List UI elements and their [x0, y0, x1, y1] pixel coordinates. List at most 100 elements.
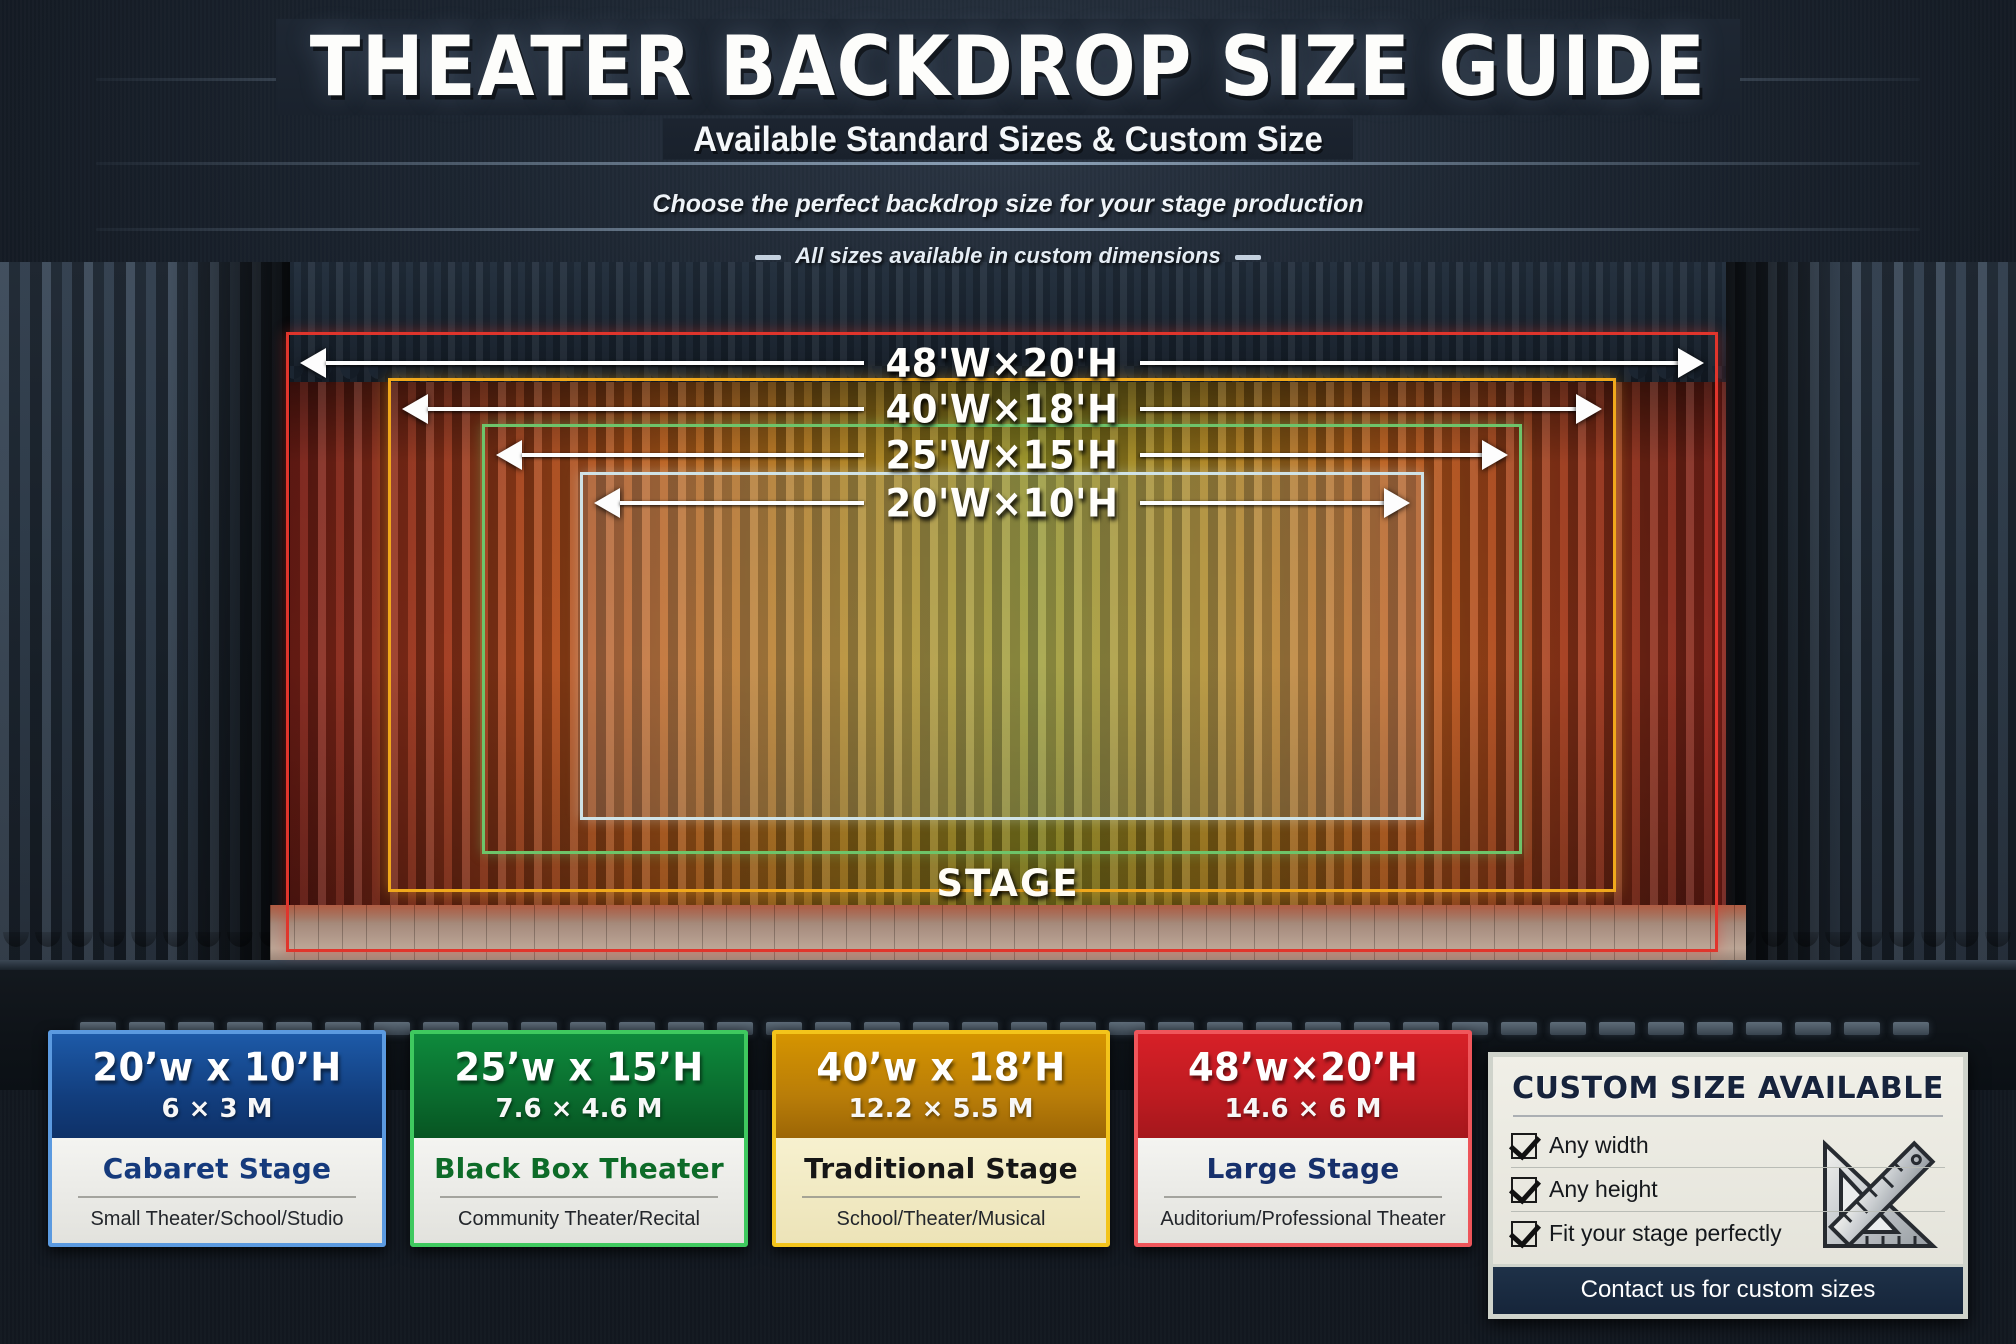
arrow-left-icon: [402, 394, 428, 424]
feature-any-width: Any width: [1511, 1127, 1945, 1164]
dimension-row-20x10: 20'W×10'H: [594, 480, 1411, 526]
footlight-icon: [1550, 1022, 1586, 1035]
size-card-cabaret[interactable]: 20’w x 10’H 6 × 3 M Cabaret Stage Small …: [48, 1030, 386, 1247]
header-divider-bottom: [96, 228, 1920, 231]
feature-any-height: Any height: [1511, 1171, 1945, 1208]
dimension-row-48x20: 48'W×20'H: [300, 340, 1705, 386]
side-curtain-left-shadow: [170, 262, 290, 962]
side-curtain-right: [1726, 262, 2016, 962]
page-subtitle-wrap: Available Standard Sizes & Custom Size: [0, 118, 2016, 160]
footlight-icon: [1501, 1022, 1537, 1035]
card-size-label: 40’w x 18’H: [816, 1044, 1066, 1091]
card-divider: [78, 1196, 356, 1198]
page-tagline: Choose the perfect backdrop size for you…: [652, 190, 1364, 218]
arrow-left-icon: [594, 488, 620, 518]
size-card-black-box[interactable]: 25’w x 15’H 7.6 × 4.6 M Black Box Theate…: [410, 1030, 748, 1247]
stage-floor: [270, 905, 1746, 967]
card-size-label: 25’w x 15’H: [454, 1044, 704, 1091]
custom-panel-divider: [1513, 1115, 1943, 1117]
card-body: Black Box Theater Community Theater/Reci…: [414, 1138, 744, 1243]
header-divider-middle: [96, 162, 1920, 165]
arrow-line-right: [1140, 361, 1679, 365]
card-title: Cabaret Stage: [102, 1152, 332, 1185]
ruler-set-square-icon: [1823, 1139, 1939, 1249]
dimension-label-48x20: 48'W×20'H: [885, 340, 1119, 386]
size-card-traditional[interactable]: 40’w x 18’H 12.2 × 5.5 M Traditional Sta…: [772, 1030, 1110, 1247]
footlight-icon: [1795, 1022, 1831, 1035]
feature-label: Any height: [1549, 1176, 1658, 1202]
footlight-icon: [1648, 1022, 1684, 1035]
checkbox-checked-icon: [1511, 1220, 1537, 1247]
card-size-label: 20’w x 10’H: [92, 1044, 342, 1091]
card-usage: Auditorium/Professional Theater: [1160, 1208, 1446, 1230]
arrow-right-icon: [1384, 488, 1411, 518]
floor-glow: [270, 905, 1746, 923]
card-divider: [440, 1196, 718, 1198]
card-body: Cabaret Stage Small Theater/School/Studi…: [52, 1138, 382, 1243]
arrow-line-right: [1140, 407, 1577, 411]
card-metric-label: 12.2 × 5.5 M: [848, 1094, 1034, 1124]
card-body: Traditional Stage School/Theater/Musical: [776, 1138, 1106, 1243]
dimension-label-25x15: 25'W×15'H: [885, 432, 1119, 478]
side-curtain-left: [0, 262, 290, 962]
card-size-label: 48’w×20’H: [1188, 1044, 1418, 1091]
custom-panel-features: Any width Any height Fit your stage perf…: [1511, 1127, 1945, 1252]
arrow-left-icon: [300, 348, 326, 378]
feature-label: Any width: [1549, 1132, 1649, 1158]
arrow-line-left: [522, 453, 864, 457]
feature-label: Fit your stage perfectly: [1549, 1220, 1782, 1246]
arrow-line-left: [428, 407, 864, 411]
arrow-line-right: [1140, 501, 1385, 505]
card-metric-label: 7.6 × 4.6 M: [495, 1094, 663, 1124]
header: THEATER BACKDROP SIZE GUIDE Available St…: [0, 0, 2016, 280]
arrow-right-icon: [1482, 440, 1509, 470]
card-usage: Community Theater/Recital: [458, 1208, 700, 1230]
card-metric-label: 14.6 × 6 M: [1224, 1094, 1382, 1124]
card-body: Large Stage Auditorium/Professional Thea…: [1138, 1138, 1468, 1243]
back-curtain: [282, 328, 1734, 940]
page-title: THEATER BACKDROP SIZE GUIDE: [275, 18, 1741, 116]
card-header: 20’w x 10’H 6 × 3 M: [52, 1034, 382, 1138]
card-title: Large Stage: [1206, 1152, 1400, 1185]
card-header: 25’w x 15’H 7.6 × 4.6 M: [414, 1034, 744, 1138]
size-cards: 20’w x 10’H 6 × 3 M Cabaret Stage Small …: [48, 1030, 1472, 1247]
dimension-label-40x18: 40'W×18'H: [885, 386, 1119, 432]
apron-edge: [0, 960, 2016, 970]
custom-panel-body: CUSTOM SIZE AVAILABLE: [1493, 1057, 1963, 1264]
side-curtain-right-shadow: [1726, 262, 1846, 962]
custom-size-panel[interactable]: CUSTOM SIZE AVAILABLE: [1488, 1052, 1968, 1319]
footlight-icon: [1746, 1022, 1782, 1035]
dimension-label-20x10: 20'W×10'H: [885, 480, 1119, 526]
dimension-row-25x15: 25'W×15'H: [496, 432, 1509, 478]
footlight-icon: [1844, 1022, 1880, 1035]
feature-divider: [1511, 1211, 1945, 1212]
card-divider: [802, 1196, 1080, 1198]
footlight-icon: [1599, 1022, 1635, 1035]
contact-bar[interactable]: Contact us for custom sizes: [1493, 1264, 1963, 1314]
checkbox-checked-icon: [1511, 1176, 1537, 1203]
arrow-line-left: [620, 501, 864, 505]
arrow-left-icon: [496, 440, 522, 470]
stage-label: STAGE: [936, 862, 1080, 905]
arrow-line-right: [1140, 453, 1483, 457]
arrow-right-icon: [1576, 394, 1603, 424]
card-metric-label: 6 × 3 M: [161, 1094, 273, 1124]
card-header: 48’w×20’H 14.6 × 6 M: [1138, 1034, 1468, 1138]
arrow-right-icon: [1678, 348, 1705, 378]
page-subtitle: Available Standard Sizes & Custom Size: [663, 118, 1353, 160]
card-header: 40’w x 18’H 12.2 × 5.5 M: [776, 1034, 1106, 1138]
stage-opening: [270, 300, 1746, 940]
card-divider: [1164, 1196, 1442, 1198]
custom-dimensions-note: All sizes available in custom dimensions: [0, 243, 2016, 269]
custom-dimensions-text: All sizes available in custom dimensions: [795, 243, 1221, 268]
feature-divider: [1511, 1167, 1945, 1168]
size-card-large[interactable]: 48’w×20’H 14.6 × 6 M Large Stage Auditor…: [1134, 1030, 1472, 1247]
feature-fit-stage: Fit your stage perfectly: [1511, 1215, 1945, 1252]
footlight-icon: [1893, 1022, 1929, 1035]
custom-panel-title: CUSTOM SIZE AVAILABLE: [1512, 1071, 1944, 1106]
dash-left-icon: [755, 254, 782, 260]
dash-right-icon: [1234, 254, 1261, 260]
card-title: Traditional Stage: [804, 1152, 1078, 1185]
checkbox-checked-icon: [1511, 1132, 1537, 1159]
